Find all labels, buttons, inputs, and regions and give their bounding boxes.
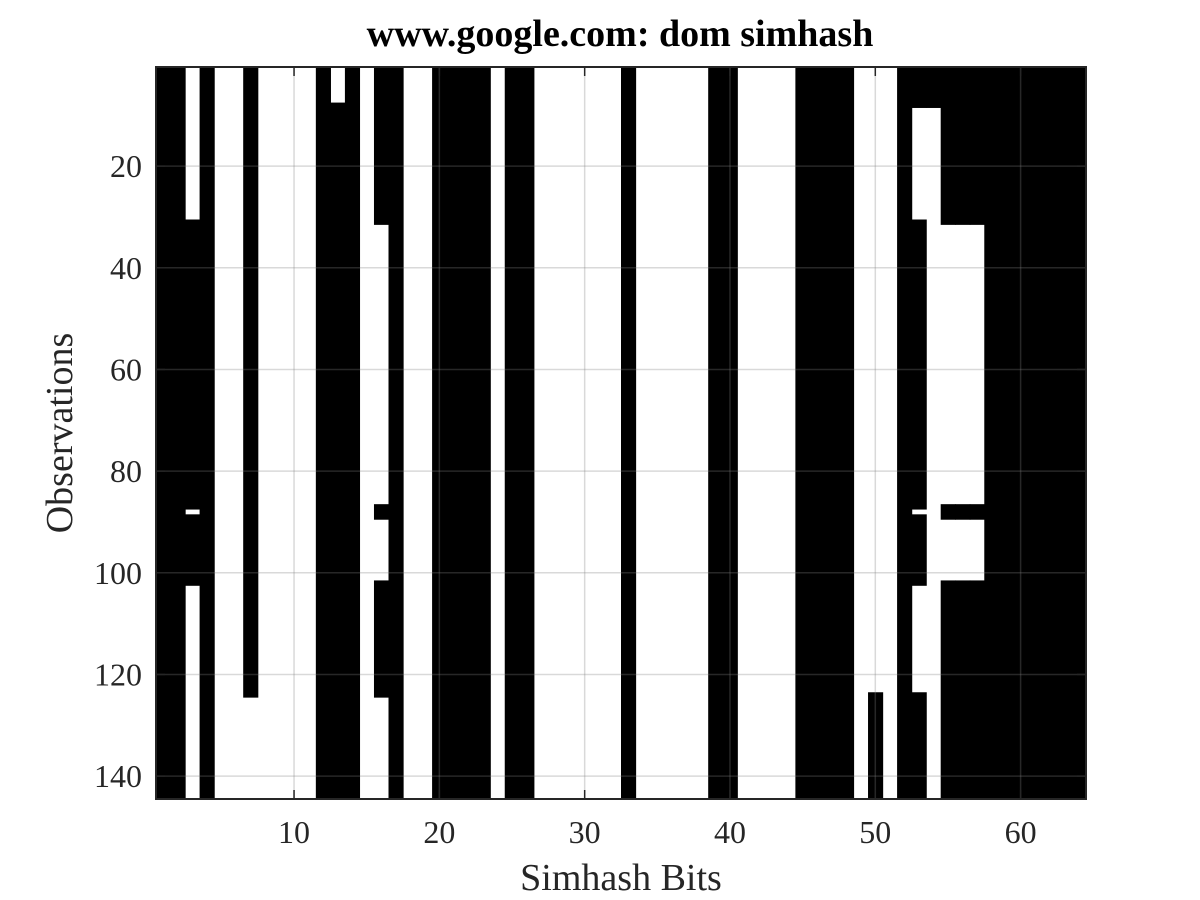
chart-title: www.google.com: dom simhash — [367, 13, 874, 55]
heatmap-cell-bit-39 — [708, 67, 724, 800]
x-tick-label: 60 — [1005, 814, 1037, 850]
y-tick-label: 40 — [110, 250, 142, 286]
heatmap-cell-bit-26 — [519, 67, 535, 800]
heatmap-cell-bit-2 — [170, 67, 186, 800]
heatmap-cell-bit-61 — [1027, 67, 1044, 800]
x-tick-label: 20 — [423, 814, 455, 850]
heatmap-cell-bit-57 — [969, 504, 985, 520]
heatmap-cell-bit-56 — [955, 504, 971, 520]
plot-frame — [155, 66, 1087, 800]
heatmap-cell-bit-55 — [940, 504, 956, 520]
heatmap-cell-bit-46 — [809, 67, 826, 800]
heatmap-cell-bit-57 — [969, 580, 985, 800]
y-tick-label: 140 — [94, 758, 142, 794]
grid-lines — [156, 67, 1086, 799]
heatmap-cell-bit-4 — [199, 67, 215, 800]
heatmap-cell-bit-3 — [185, 219, 201, 510]
heatmap-cell-bit-23 — [475, 67, 491, 800]
heatmap-cell-bit-56 — [955, 580, 971, 800]
heatmap-cell-bit-12 — [315, 67, 331, 800]
x-tick-label: 10 — [278, 814, 310, 850]
heatmap-cell-bit-63 — [1056, 67, 1073, 800]
heatmap-cell-bit-16 — [373, 67, 390, 225]
heatmap-cell-bit-16 — [373, 504, 390, 520]
heatmap-cell-bit-53 — [911, 219, 927, 510]
heatmap-cell-bit-54 — [926, 67, 942, 108]
y-tick-label: 20 — [110, 148, 142, 184]
y-tick-labels: 20 40 60 80 100 120 140 — [94, 148, 142, 794]
heatmap-cell-bit-16 — [373, 580, 390, 698]
heatmap-cell-bit-20 — [432, 67, 448, 800]
heatmap-cell-bit-22 — [461, 67, 477, 800]
heatmap-cell-bit-62 — [1042, 67, 1058, 800]
heatmap-cell-bit-55 — [940, 67, 956, 225]
heatmap-cell-bit-52 — [897, 67, 913, 800]
x-tick-label: 30 — [569, 814, 601, 850]
heatmap-cell-bit-53 — [911, 514, 927, 586]
tick-marks — [156, 67, 1086, 799]
heatmap-cell-bit-53 — [911, 692, 927, 800]
y-axis-label: Observations — [39, 333, 81, 534]
heatmap-cell-bit-53 — [911, 67, 927, 108]
heatmap-cell-bit-55 — [940, 580, 956, 800]
heatmap-cell-bit-25 — [504, 67, 520, 800]
heatmap-cell-bit-57 — [969, 67, 985, 225]
heatmap-cell-bit-7 — [243, 67, 259, 698]
x-tick-labels: 10 20 30 40 50 60 — [278, 814, 1037, 850]
heatmap-cell-bit-45 — [795, 67, 811, 800]
heatmap-cell-bit-17 — [388, 67, 404, 800]
x-axis-label: Simhash Bits — [520, 857, 722, 899]
heatmap-cell-bit-58 — [984, 67, 1000, 800]
heatmap-cell-bit-14 — [344, 67, 361, 800]
x-tick-label: 40 — [714, 814, 746, 850]
y-tick-label: 100 — [94, 555, 142, 591]
y-tick-label: 80 — [110, 453, 142, 489]
heatmap-cell-bit-59 — [998, 67, 1014, 800]
heatmap-cell-bit-47 — [824, 67, 840, 800]
heatmap-cell-bit-21 — [446, 67, 462, 800]
heatmap-cell-bit-48 — [838, 67, 855, 800]
x-tick-label: 50 — [859, 814, 891, 850]
heatmap-cell-bit-3 — [185, 514, 201, 586]
heatmap-cell-bit-1 — [156, 67, 172, 800]
heatmap-cell-bit-33 — [621, 67, 637, 800]
heatmap-cell-bit-56 — [955, 67, 971, 225]
heatmap-cell-bit-50 — [868, 692, 884, 800]
y-tick-label: 120 — [94, 656, 142, 692]
y-tick-label: 60 — [110, 351, 142, 387]
heatmap-cells — [156, 67, 1087, 800]
heatmap-cell-bit-60 — [1013, 67, 1029, 800]
heatmap-cell-bit-13 — [330, 102, 346, 800]
heatmap-cell-bit-40 — [722, 67, 738, 800]
heatmap-cell-bit-64 — [1071, 67, 1087, 800]
